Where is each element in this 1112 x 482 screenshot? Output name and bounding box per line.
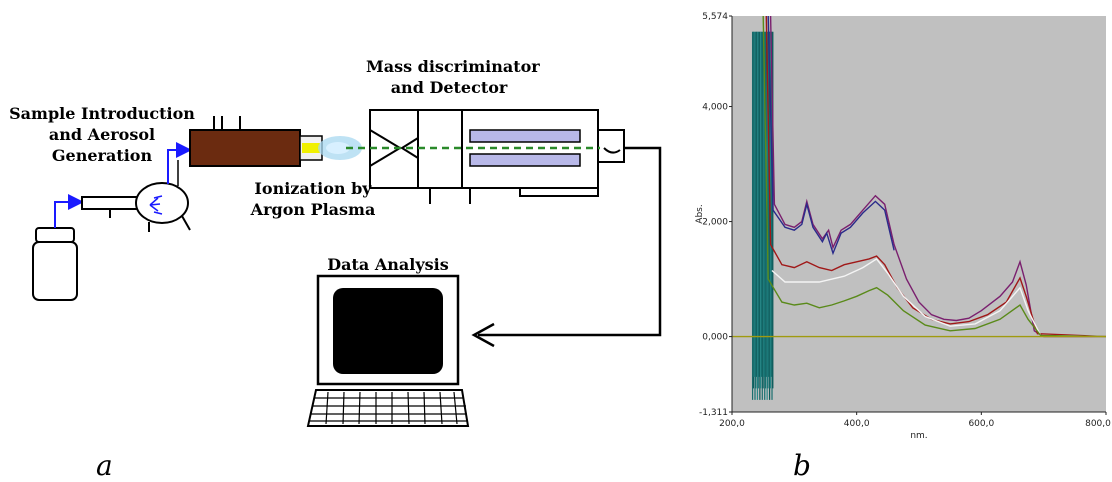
spray-chamber bbox=[135, 182, 191, 232]
panel-label-a: a bbox=[96, 449, 113, 482]
label-mass-discriminator: Mass discriminator and Detector bbox=[366, 57, 540, 97]
label-ionization: Ionization by Argon Plasma bbox=[250, 179, 376, 219]
x-axis-label: nm. bbox=[910, 431, 927, 441]
quadrupole-rods bbox=[469, 129, 581, 167]
y-tick-label: 5,574 bbox=[702, 12, 728, 22]
x-tick-label: 400,0 bbox=[844, 419, 870, 429]
y-tick-label: 2,000 bbox=[702, 218, 728, 228]
y-tick-label: 4,000 bbox=[702, 103, 728, 113]
panel-label-b: b bbox=[793, 449, 811, 482]
plasma-torch bbox=[189, 116, 323, 167]
icpms-schematic bbox=[32, 109, 662, 427]
x-tick-label: 600,0 bbox=[968, 419, 994, 429]
sample-vial bbox=[32, 227, 78, 301]
spectrum-series-3 bbox=[765, 15, 1107, 338]
x-tick-label: 200,0 bbox=[719, 419, 745, 429]
y-tick-label: 0,000 bbox=[702, 333, 728, 343]
label-data-analysis: Data Analysis bbox=[327, 255, 449, 274]
spectrum-series-5 bbox=[762, 15, 1107, 338]
spectrum-series-4 bbox=[771, 257, 1107, 338]
spectrum-series-2 bbox=[767, 15, 895, 256]
signal-cable bbox=[478, 146, 662, 337]
x-tick-label: 800,0 bbox=[1085, 419, 1111, 429]
aerosol-path bbox=[167, 142, 192, 184]
label-sample-introduction: Sample Introduction and Aerosol Generati… bbox=[9, 104, 195, 165]
y-tick-label: -1,311 bbox=[699, 408, 728, 418]
argon-plasma bbox=[318, 136, 362, 160]
y-axis-label: Abs. bbox=[695, 204, 705, 223]
sample-capillary bbox=[54, 194, 84, 228]
computer bbox=[306, 274, 470, 427]
plot-area bbox=[732, 16, 1106, 412]
